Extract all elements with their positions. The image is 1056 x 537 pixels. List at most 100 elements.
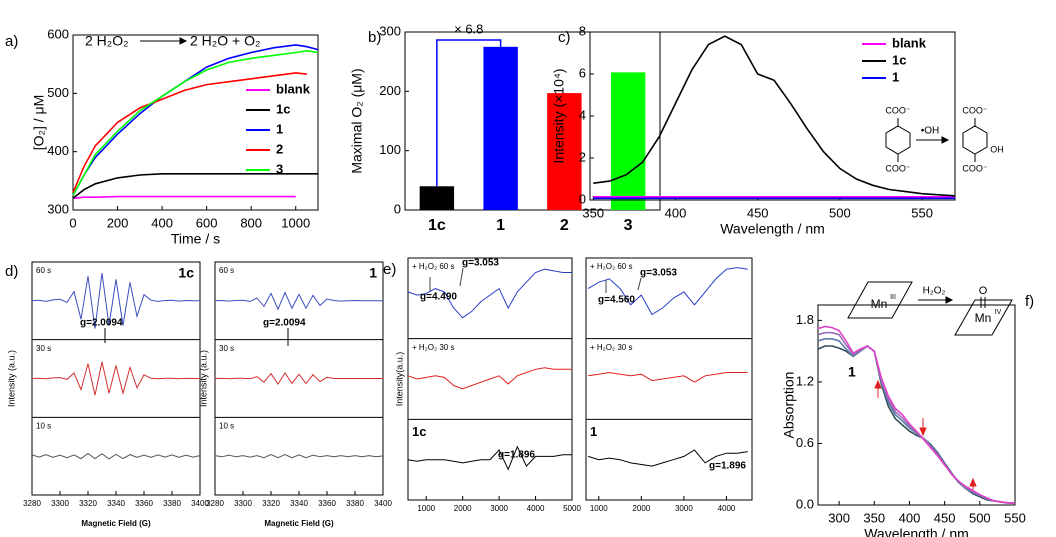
y-tick-label: 300 <box>47 201 69 216</box>
spectrum <box>407 268 572 319</box>
x-tick-label: 5000 <box>563 504 581 513</box>
scheme-text: COO⁻ <box>962 105 988 115</box>
panel-label: e) <box>383 261 396 278</box>
x-tick-label: 300 <box>828 510 850 525</box>
row-label: + H₂O₂ 30 s <box>412 343 454 352</box>
spectrum <box>31 273 200 329</box>
data-line <box>817 331 1015 504</box>
x-axis-label: Magnetic Field (G) <box>264 519 334 528</box>
plot-frame <box>585 257 753 501</box>
panel-label: c) <box>558 29 571 46</box>
arrow-head <box>874 379 882 389</box>
legend-label: 3 <box>276 161 283 176</box>
x-axis-label: Time / s <box>171 231 220 247</box>
annotation: g=3.053 <box>462 258 499 269</box>
x-tick-label: 3400 <box>374 499 392 508</box>
data-line <box>593 35 956 197</box>
y-tick-label: 600 <box>47 26 69 41</box>
panel-label: f) <box>1025 293 1034 310</box>
spectrum <box>588 371 748 383</box>
annotation: g=1.896 <box>498 450 535 461</box>
spectrum <box>587 449 748 467</box>
spectrum <box>31 361 200 396</box>
plot-frame <box>817 304 1016 506</box>
x-tick-label: 4000 <box>718 504 736 513</box>
scheme-text: COO⁻ <box>885 105 911 115</box>
x-tick-label: 3340 <box>290 499 308 508</box>
y-tick-label: 2 <box>579 149 586 164</box>
row-label: + H₂O₂ 30 s <box>590 343 632 352</box>
x-tick-label: 550 <box>1004 510 1026 525</box>
benzene-ring <box>885 125 911 155</box>
annotation: g=2.0094 <box>80 318 123 329</box>
scheme-arrows <box>104 37 1013 346</box>
data-line <box>72 49 319 196</box>
x-tick-label: 1000 <box>590 504 608 513</box>
scheme-text: OH <box>990 144 1004 154</box>
scheme-text: •OH <box>921 126 940 137</box>
category-label: 3 <box>624 217 633 234</box>
x-tick-label: 350 <box>582 205 604 220</box>
x-tick-label: 3360 <box>318 499 336 508</box>
annotation: 1 <box>848 364 856 380</box>
x-tick-label: 200 <box>107 215 129 230</box>
row-label: + H₂O₂ 60 s <box>412 262 454 271</box>
x-tick-label: 2000 <box>632 504 650 513</box>
data-line <box>72 72 307 193</box>
category-label: 1c <box>428 217 446 234</box>
spectrum <box>31 452 201 460</box>
x-tick-label: 550 <box>911 205 933 220</box>
x-tick-label: 3000 <box>490 504 508 513</box>
data-line <box>72 173 318 199</box>
spectrum <box>407 367 572 390</box>
bar <box>483 46 518 211</box>
scheme-text: COO⁻ <box>885 163 911 173</box>
x-tick-label: 3280 <box>206 499 224 508</box>
bar <box>547 93 582 210</box>
legend-label: 1c <box>276 101 290 116</box>
legend-label: 1 <box>892 69 899 84</box>
porphyrin-plane <box>847 281 913 319</box>
spectrum <box>214 291 383 311</box>
x-tick-label: 1000 <box>417 504 435 513</box>
sample-label: 1 <box>369 265 377 281</box>
x-tick-label: 400 <box>899 510 921 525</box>
annotation: 2 H₂O + O₂ <box>190 33 260 49</box>
x-tick-label: 1000 <box>281 215 310 230</box>
annotation: g=4.560 <box>598 295 635 306</box>
y-tick-label: 100 <box>379 142 401 157</box>
x-tick-label: 3320 <box>262 499 280 508</box>
row-label: 10 s <box>36 421 51 430</box>
spectrum <box>214 372 383 386</box>
scheme-text: Mn <box>975 311 992 325</box>
x-tick-label: 3300 <box>51 499 69 508</box>
sample-label: 1c <box>178 265 194 281</box>
data-line <box>817 325 1015 504</box>
legend-label: blank <box>276 81 311 96</box>
scheme-text: Mn <box>871 297 888 311</box>
panel-label: b) <box>368 29 381 46</box>
y-tick-label: 400 <box>47 143 69 158</box>
row-label: 1c <box>412 424 426 439</box>
scheme-text: O <box>979 285 988 297</box>
y-tick-label: 0.0 <box>796 496 814 511</box>
pointer <box>459 267 464 287</box>
row-label: 30 s <box>36 344 51 353</box>
y-tick-label: 6 <box>579 65 586 80</box>
porphyrin-plane <box>954 299 1013 336</box>
arrow-head <box>919 427 927 437</box>
plot-frame <box>407 257 573 501</box>
arrow-head <box>941 136 950 144</box>
y-tick-label: 8 <box>579 23 586 38</box>
category-label: 2 <box>560 217 569 234</box>
y-tick-label: 0 <box>579 191 586 206</box>
data-line <box>72 44 319 196</box>
arrow-head <box>969 477 977 487</box>
x-tick-label: 600 <box>196 215 218 230</box>
legend-label: 1 <box>276 121 283 136</box>
row-label: 10 s <box>219 421 234 430</box>
x-tick-label: 450 <box>747 205 769 220</box>
arrow-head <box>179 37 188 45</box>
